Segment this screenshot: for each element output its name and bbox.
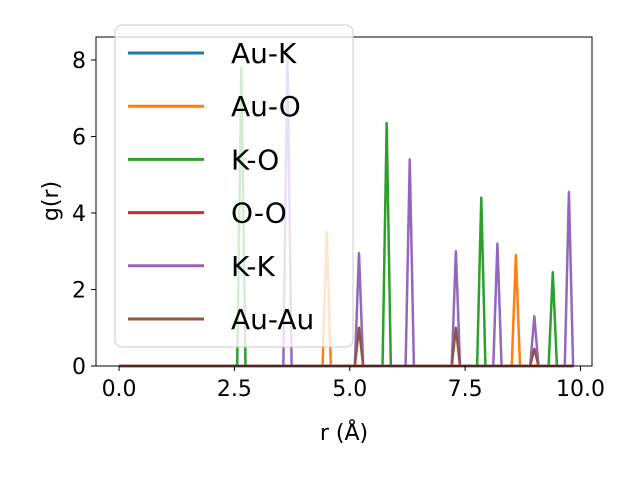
y-tick-label: 4 [72, 202, 86, 227]
y-axis-title: g(r) [39, 181, 64, 221]
y-tick-label: 2 [72, 278, 86, 303]
legend-label-au-au: Au-Au [231, 303, 314, 336]
x-tick-label: 0.0 [102, 377, 137, 402]
x-tick-label: 5.0 [332, 377, 367, 402]
x-tick-label: 7.5 [448, 377, 483, 402]
x-tick-label: 10.0 [556, 377, 605, 402]
x-axis: 0.0 2.5 5.0 7.5 10.0 [102, 366, 605, 402]
y-tick-label: 8 [72, 49, 86, 74]
legend: Au-K Au-O K-O O-O K-K Au-Au [114, 24, 354, 348]
legend-label-au-o: Au-O [231, 90, 301, 123]
legend-label-o-o: O-O [231, 197, 287, 230]
legend-label-k-o: K-O [231, 143, 279, 176]
legend-box [114, 24, 354, 348]
x-tick-label: 2.5 [217, 377, 252, 402]
y-tick-label: 6 [72, 125, 86, 150]
legend-label-k-k: K-K [231, 250, 276, 283]
y-axis: 0 2 4 6 8 [72, 49, 96, 380]
legend-label-au-k: Au-K [231, 37, 297, 70]
series-line-au-au [119, 326, 574, 368]
x-axis-title: r (Å) [320, 419, 368, 446]
y-tick-label: 0 [72, 355, 86, 380]
